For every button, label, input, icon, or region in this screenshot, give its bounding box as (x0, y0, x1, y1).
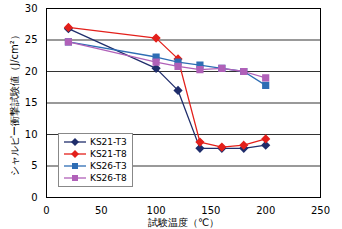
svg-text:0: 0 (43, 205, 49, 216)
svg-text:250: 250 (311, 205, 330, 216)
svg-text:シャルピー衝撃試験値（J/cm²）: シャルピー衝撃試験値（J/cm²） (9, 30, 20, 176)
svg-text:200: 200 (256, 205, 275, 216)
html-text:KS26-T8: KS26-T8 (90, 173, 127, 183)
svg-text:試験温度（℃）: 試験温度（℃） (148, 217, 219, 228)
svg-text:0: 0 (31, 192, 37, 203)
html-text:KS21-T8: KS21-T8 (90, 149, 127, 159)
html-text:KS21-T3: KS21-T3 (90, 137, 127, 147)
svg-text:100: 100 (147, 205, 166, 216)
svg-text:10: 10 (25, 129, 38, 140)
svg-text:20: 20 (25, 66, 38, 77)
svg-text:30: 30 (25, 3, 38, 14)
svg-text:25: 25 (25, 34, 38, 45)
svg-text:15: 15 (25, 97, 38, 108)
html-text:KS26-T3: KS26-T3 (90, 161, 127, 171)
svg-text:50: 50 (95, 205, 108, 216)
svg-text:5: 5 (31, 160, 37, 171)
svg-text:150: 150 (201, 205, 220, 216)
